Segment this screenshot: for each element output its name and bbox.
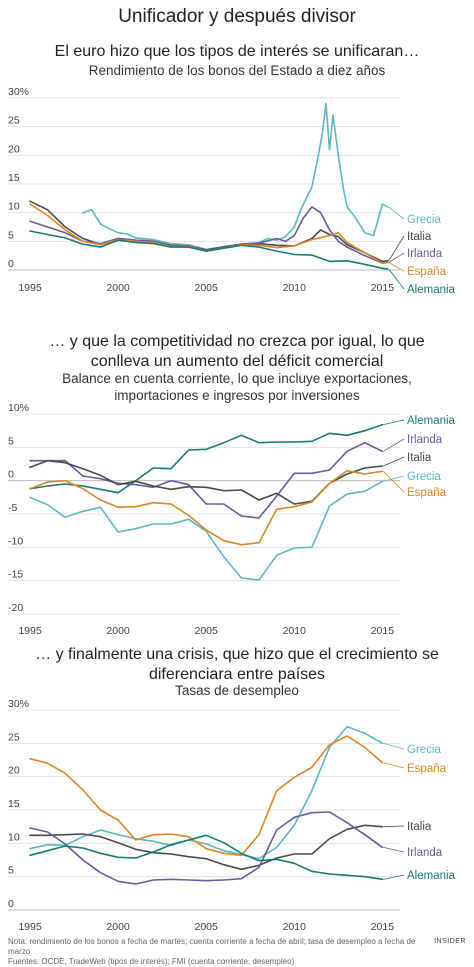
y-tick-label: 5 bbox=[8, 229, 14, 241]
y-tick-label: 30% bbox=[8, 88, 29, 98]
x-tick-label: 2015 bbox=[371, 625, 395, 637]
y-tick-label: 20 bbox=[8, 765, 20, 777]
series-label-espana: España bbox=[407, 763, 447, 775]
x-tick-label: 2015 bbox=[371, 282, 395, 294]
x-tick-label: 2000 bbox=[106, 282, 130, 294]
y-tick-label: 15 bbox=[8, 798, 20, 810]
series-label-leader bbox=[383, 438, 405, 452]
series-label-irlanda: Irlanda bbox=[407, 434, 443, 446]
series-label-leader bbox=[388, 268, 405, 290]
x-tick-label: 2015 bbox=[371, 921, 395, 933]
y-tick-label: 0 bbox=[8, 898, 14, 910]
chart1-subtitle: Rendimiento de los bonos del Estado a di… bbox=[88, 63, 386, 78]
series-label-leader bbox=[388, 252, 405, 263]
series-label-italia: Italia bbox=[407, 821, 432, 833]
chart2-subtitle: Balance en cuenta corriente, lo que incl… bbox=[62, 371, 412, 403]
chart3-title: … y finalmente una crisis, que hizo que … bbox=[35, 646, 439, 683]
chart3-subtitle: Tasas de desempleo bbox=[175, 683, 299, 698]
footer-notes: Nota: rendimiento de los bonos a fecha d… bbox=[8, 937, 428, 967]
footer-sources: Fuentes: OCDE, TradeWeb (tipos de interé… bbox=[8, 957, 295, 966]
x-tick-label: 1995 bbox=[18, 282, 42, 294]
x-tick-label: 2010 bbox=[283, 921, 307, 933]
footer-note: Nota: rendimiento de los bonos a fecha d… bbox=[8, 937, 416, 956]
y-tick-label: 15 bbox=[8, 172, 20, 184]
series-line-espana bbox=[29, 469, 384, 546]
x-tick-label: 1995 bbox=[18, 625, 42, 637]
y-tick-label: 0 bbox=[8, 469, 14, 481]
series-line-irlanda bbox=[29, 441, 384, 519]
y-tick-label: 10% bbox=[8, 402, 29, 414]
y-tick-label: 5 bbox=[8, 865, 14, 877]
series-line-grecia bbox=[82, 102, 389, 251]
y-tick-label: 25 bbox=[8, 731, 20, 743]
y-tick-label: -10 bbox=[8, 535, 23, 547]
series-label-italia: Italia bbox=[407, 452, 432, 464]
series-label-italia: Italia bbox=[407, 231, 432, 243]
x-tick-label: 2000 bbox=[106, 921, 130, 933]
x-tick-label: 2010 bbox=[283, 282, 307, 294]
series-label-alemania: Alemania bbox=[407, 284, 456, 296]
chart2-title: … y que la competitividad no crezca por … bbox=[49, 333, 425, 370]
y-tick-label: -20 bbox=[8, 602, 23, 614]
series-label-irlanda: Irlanda bbox=[407, 847, 443, 859]
y-tick-label: -5 bbox=[8, 502, 17, 514]
y-tick-label: 10 bbox=[8, 831, 20, 843]
series-line-italia bbox=[29, 200, 389, 263]
x-tick-label: 2005 bbox=[195, 625, 219, 637]
series-label-leader bbox=[388, 206, 405, 220]
series-label-alemania: Alemania bbox=[407, 870, 456, 882]
x-tick-label: 2000 bbox=[106, 625, 130, 637]
series-label-leader bbox=[383, 419, 405, 426]
series-line-irlanda bbox=[29, 206, 389, 264]
series-label-leader bbox=[383, 825, 405, 828]
series-line-irlanda bbox=[29, 811, 384, 885]
series-label-leader bbox=[383, 874, 405, 880]
y-tick-label: 0 bbox=[8, 258, 14, 270]
y-tick-label: 25 bbox=[8, 115, 20, 127]
series-label-espana: España bbox=[407, 487, 447, 499]
chart-current-account: 10% 5 0 -5 -10 -15 -20 1995 2000 2005 2010 2015 Alem… bbox=[8, 402, 456, 637]
series-label-espana: España bbox=[407, 266, 447, 278]
series-line-alemania bbox=[29, 230, 389, 270]
series-label-leader bbox=[383, 471, 405, 493]
series-label-leader bbox=[388, 262, 405, 272]
brand-logo: INSIDER bbox=[434, 938, 466, 945]
series-label-irlanda: Irlanda bbox=[407, 248, 443, 260]
y-tick-label: 5 bbox=[8, 435, 14, 447]
series-label-leader bbox=[383, 456, 405, 467]
series-line-espana bbox=[29, 735, 384, 857]
series-label-leader bbox=[383, 742, 405, 750]
series-label-leader bbox=[388, 235, 405, 262]
series-label-leader bbox=[383, 762, 405, 769]
x-tick-label: 2005 bbox=[195, 282, 219, 294]
series-line-alemania bbox=[29, 423, 384, 494]
series-line-alemania bbox=[29, 834, 384, 881]
series-label-leader bbox=[383, 475, 405, 482]
x-tick-label: 1995 bbox=[18, 921, 42, 933]
y-tick-label: 30% bbox=[8, 700, 29, 710]
series-label-grecia: Grecia bbox=[407, 471, 441, 483]
series-line-grecia bbox=[29, 480, 384, 581]
series-label-grecia: Grecia bbox=[407, 214, 441, 226]
page-title: Unificador y después divisor bbox=[118, 6, 356, 27]
y-tick-label: -15 bbox=[8, 569, 23, 581]
series-line-italia bbox=[29, 824, 384, 871]
series-label-leader bbox=[383, 846, 405, 853]
series-label-alemania: Alemania bbox=[407, 415, 456, 427]
y-tick-label: 10 bbox=[8, 201, 20, 213]
x-tick-label: 2005 bbox=[195, 921, 219, 933]
chart1-title: El euro hizo que los tipos de interés se… bbox=[54, 43, 420, 60]
x-tick-label: 2010 bbox=[283, 625, 307, 637]
series-label-grecia: Grecia bbox=[407, 744, 441, 756]
y-tick-label: 20 bbox=[8, 143, 20, 155]
